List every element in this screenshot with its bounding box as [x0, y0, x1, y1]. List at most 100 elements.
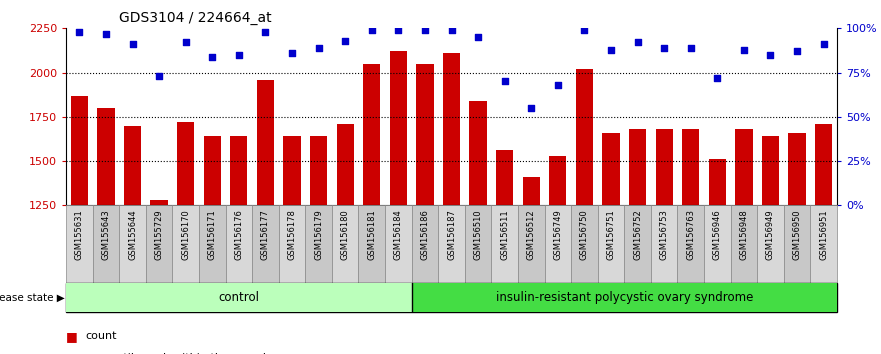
- Point: [312, 45, 326, 51]
- FancyBboxPatch shape: [252, 205, 278, 283]
- Text: control: control: [218, 291, 259, 304]
- Bar: [230, 136, 248, 354]
- Bar: [256, 80, 274, 354]
- Bar: [736, 129, 752, 354]
- FancyBboxPatch shape: [226, 205, 252, 283]
- FancyBboxPatch shape: [332, 205, 359, 283]
- Text: percentile rank within the sample: percentile rank within the sample: [85, 353, 273, 354]
- FancyBboxPatch shape: [465, 205, 492, 283]
- FancyBboxPatch shape: [66, 283, 411, 312]
- Point: [817, 41, 831, 47]
- Point: [285, 50, 299, 56]
- Text: GSM156184: GSM156184: [394, 209, 403, 260]
- Point: [471, 34, 485, 40]
- Text: GSM156949: GSM156949: [766, 209, 775, 260]
- Text: GSM155729: GSM155729: [154, 209, 164, 260]
- Bar: [603, 133, 619, 354]
- FancyBboxPatch shape: [359, 205, 385, 283]
- Bar: [655, 129, 673, 354]
- Text: GSM156753: GSM156753: [660, 209, 669, 260]
- Bar: [443, 53, 460, 354]
- FancyBboxPatch shape: [411, 205, 438, 283]
- Bar: [204, 136, 221, 354]
- Point: [99, 31, 113, 36]
- Text: GSM156181: GSM156181: [367, 209, 376, 260]
- Text: GSM156752: GSM156752: [633, 209, 642, 260]
- Text: GSM156512: GSM156512: [527, 209, 536, 260]
- Text: GSM156179: GSM156179: [315, 209, 323, 260]
- FancyBboxPatch shape: [811, 205, 837, 283]
- Text: GSM156187: GSM156187: [447, 209, 456, 260]
- Bar: [284, 136, 300, 354]
- FancyBboxPatch shape: [651, 205, 677, 283]
- Text: GDS3104 / 224664_at: GDS3104 / 224664_at: [119, 11, 271, 25]
- FancyBboxPatch shape: [571, 205, 597, 283]
- Text: ■: ■: [66, 330, 82, 343]
- FancyBboxPatch shape: [597, 205, 625, 283]
- Text: GSM156180: GSM156180: [341, 209, 350, 260]
- Point: [577, 27, 591, 33]
- Point: [444, 27, 458, 33]
- Text: GSM156170: GSM156170: [181, 209, 190, 260]
- Text: GSM156186: GSM156186: [420, 209, 429, 260]
- Point: [338, 38, 352, 44]
- Point: [764, 52, 778, 58]
- Point: [418, 27, 432, 33]
- Point: [524, 105, 538, 111]
- Text: GSM156946: GSM156946: [713, 209, 722, 260]
- Text: GSM156510: GSM156510: [474, 209, 483, 260]
- Bar: [151, 200, 167, 354]
- FancyBboxPatch shape: [704, 205, 730, 283]
- Text: disease state ▶: disease state ▶: [0, 292, 64, 302]
- Bar: [337, 124, 354, 354]
- FancyBboxPatch shape: [677, 205, 704, 283]
- Point: [258, 29, 272, 35]
- Bar: [363, 64, 381, 354]
- Bar: [310, 136, 327, 354]
- Text: GSM155631: GSM155631: [75, 209, 84, 260]
- FancyBboxPatch shape: [784, 205, 811, 283]
- Text: GSM156511: GSM156511: [500, 209, 509, 260]
- FancyBboxPatch shape: [93, 205, 119, 283]
- FancyBboxPatch shape: [385, 205, 411, 283]
- Point: [737, 47, 751, 52]
- Bar: [522, 177, 540, 354]
- Text: GSM155643: GSM155643: [101, 209, 110, 260]
- Point: [391, 27, 405, 33]
- Bar: [815, 124, 833, 354]
- FancyBboxPatch shape: [146, 205, 173, 283]
- Point: [710, 75, 724, 81]
- Text: GSM156763: GSM156763: [686, 209, 695, 260]
- Text: GSM156948: GSM156948: [739, 209, 749, 260]
- Text: GSM156177: GSM156177: [261, 209, 270, 260]
- Bar: [124, 126, 141, 354]
- Bar: [788, 133, 806, 354]
- Point: [152, 73, 167, 79]
- FancyBboxPatch shape: [625, 205, 651, 283]
- Point: [72, 29, 86, 35]
- FancyBboxPatch shape: [730, 205, 757, 283]
- Bar: [629, 129, 647, 354]
- Point: [790, 48, 804, 54]
- FancyBboxPatch shape: [306, 205, 332, 283]
- Text: GSM156950: GSM156950: [793, 209, 802, 260]
- Text: insulin-resistant polycystic ovary syndrome: insulin-resistant polycystic ovary syndr…: [496, 291, 753, 304]
- Point: [657, 45, 671, 51]
- Text: GSM156178: GSM156178: [287, 209, 297, 260]
- FancyBboxPatch shape: [518, 205, 544, 283]
- Bar: [708, 159, 726, 354]
- Text: ■: ■: [66, 351, 82, 354]
- FancyBboxPatch shape: [438, 205, 465, 283]
- Point: [205, 54, 219, 59]
- FancyBboxPatch shape: [544, 205, 571, 283]
- FancyBboxPatch shape: [199, 205, 226, 283]
- Point: [684, 45, 698, 51]
- Text: GSM156171: GSM156171: [208, 209, 217, 260]
- Text: GSM156749: GSM156749: [553, 209, 562, 260]
- FancyBboxPatch shape: [492, 205, 518, 283]
- Bar: [576, 69, 593, 354]
- Bar: [97, 108, 115, 354]
- Point: [125, 41, 139, 47]
- Bar: [496, 150, 514, 354]
- Point: [179, 40, 193, 45]
